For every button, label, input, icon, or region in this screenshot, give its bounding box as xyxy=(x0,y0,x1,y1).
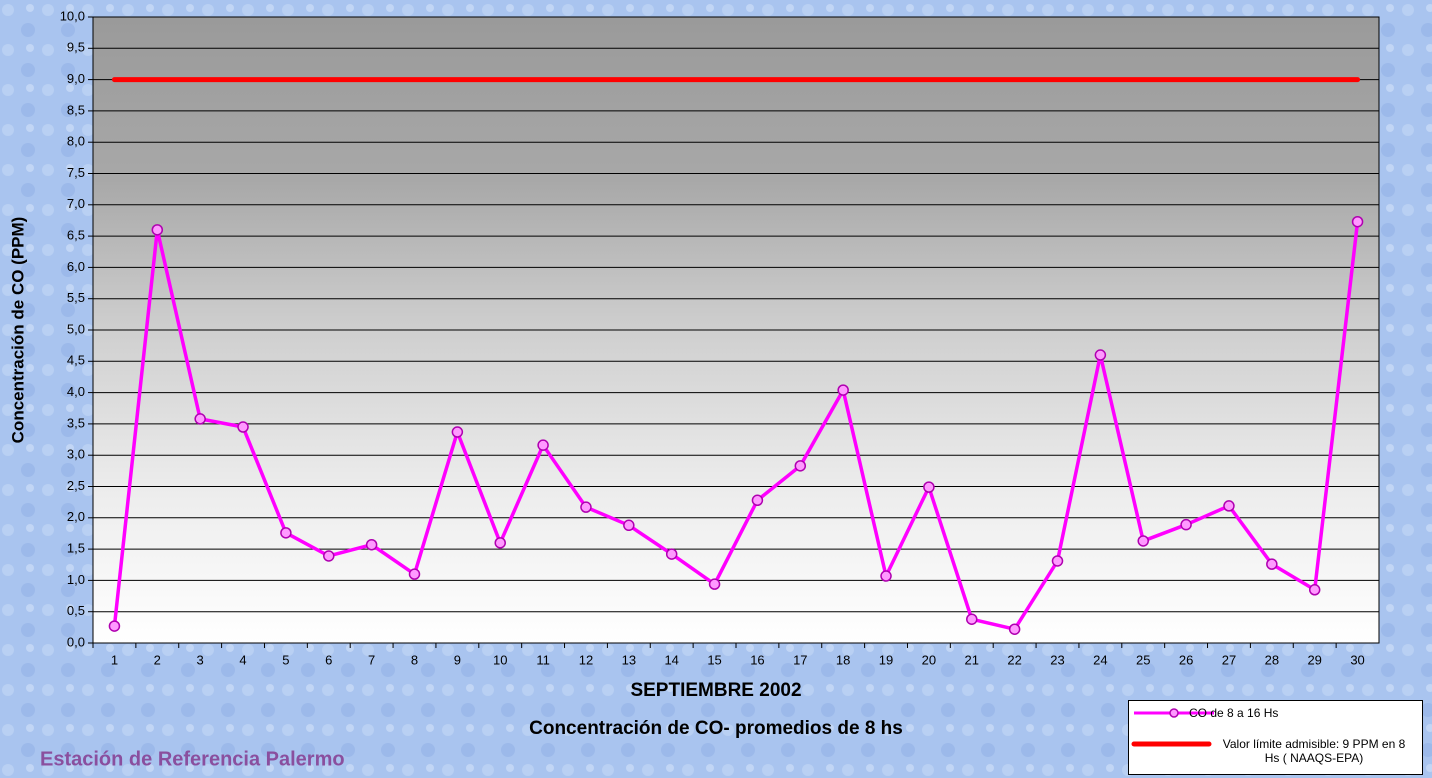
x-axis-label: SEPTIEMBRE 2002 xyxy=(630,680,801,701)
data-point xyxy=(237,421,249,433)
y-tick-label: 0,5 xyxy=(67,603,85,618)
x-tick-label: 28 xyxy=(1265,652,1279,667)
y-tick-label: 7,5 xyxy=(67,165,85,180)
data-point xyxy=(408,568,421,580)
x-tick-label: 9 xyxy=(454,652,461,667)
data-point xyxy=(1351,215,1364,228)
y-axis-label: Concentración de CO (PPM) xyxy=(8,217,27,444)
x-tick-label: 25 xyxy=(1136,652,1150,667)
data-point xyxy=(1308,584,1321,596)
data-point xyxy=(923,481,935,493)
legend-label: CO de 8 a 16 Hs xyxy=(1189,706,1279,720)
data-point xyxy=(280,527,292,539)
x-tick-label: 15 xyxy=(707,652,721,667)
data-point xyxy=(966,613,978,625)
x-tick-label: 13 xyxy=(622,652,636,667)
x-tick-label: 12 xyxy=(579,652,593,667)
x-tick-label: 14 xyxy=(664,652,678,667)
data-point xyxy=(751,494,764,507)
legend-swatch xyxy=(1131,741,1212,747)
x-tick-label: 22 xyxy=(1007,652,1021,667)
x-tick-label: 16 xyxy=(750,652,764,667)
x-tick-label: 11 xyxy=(536,652,550,667)
y-tick-label: 1,5 xyxy=(67,541,85,556)
data-point xyxy=(837,384,849,396)
x-tick-label: 26 xyxy=(1179,652,1193,667)
y-tick-label: 2,0 xyxy=(67,509,85,524)
data-point xyxy=(1223,500,1235,512)
x-tick-label: 27 xyxy=(1222,652,1236,667)
data-point xyxy=(708,578,721,590)
x-tick-label: 18 xyxy=(836,652,850,667)
x-tick-label: 20 xyxy=(922,652,936,667)
x-tick-label: 24 xyxy=(1093,652,1107,667)
legend-entry: Valor límite admisible: 9 PPM en 8 Hs ( … xyxy=(1129,737,1409,765)
data-point xyxy=(108,620,121,632)
x-tick-label: 3 xyxy=(197,652,204,667)
subtitle: Concentración de CO- promedios de 8 hs xyxy=(529,718,903,739)
x-tick-label: 19 xyxy=(879,652,893,667)
legend-label: Valor límite admisible: 9 PPM en 8 Hs ( … xyxy=(1222,737,1406,765)
y-tick-label: 5,5 xyxy=(67,290,85,305)
x-tick-label: 6 xyxy=(325,652,332,667)
y-tick-label: 8,0 xyxy=(67,134,85,149)
y-tick-label: 4,5 xyxy=(67,353,85,368)
footer: Estación de Referencia Palermo xyxy=(40,748,345,770)
y-tick-label: 9,5 xyxy=(67,40,85,55)
data-point xyxy=(451,426,464,438)
data-point xyxy=(1008,623,1021,635)
y-tick-label: 0,0 xyxy=(67,634,85,649)
data-point xyxy=(194,413,206,425)
data-point xyxy=(323,550,335,562)
data-point xyxy=(794,460,807,472)
x-tick-label: 2 xyxy=(154,652,161,667)
series-line xyxy=(112,221,1360,631)
y-tick-label: 5,0 xyxy=(67,321,85,336)
y-tick-label: 7,0 xyxy=(67,196,85,211)
y-tick-label: 2,5 xyxy=(67,478,85,493)
data-point xyxy=(1180,518,1192,531)
data-point xyxy=(537,439,549,451)
data-point xyxy=(665,548,678,560)
y-tick-label: 3,0 xyxy=(67,447,85,462)
x-tick-label: 5 xyxy=(282,652,289,667)
data-point xyxy=(1137,535,1149,547)
data-point xyxy=(151,224,164,236)
data-point xyxy=(365,538,378,551)
x-tick-label: 21 xyxy=(965,652,979,667)
y-tick-label: 8,5 xyxy=(67,102,85,117)
data-point xyxy=(623,519,635,532)
data-point xyxy=(494,537,506,549)
y-tick-label: 1,0 xyxy=(67,572,85,587)
y-tick-label: 6,5 xyxy=(67,228,85,243)
data-point xyxy=(580,501,592,513)
y-tick-label: 3,5 xyxy=(67,415,85,430)
x-tick-label: 10 xyxy=(493,652,507,667)
x-tick-label: 4 xyxy=(239,652,246,667)
data-point xyxy=(1094,349,1107,361)
y-tick-label: 6,0 xyxy=(67,259,85,274)
legend-swatch xyxy=(1134,708,1214,718)
y-tick-label: 4,0 xyxy=(67,384,85,399)
x-tick-label: 23 xyxy=(1050,652,1064,667)
data-point xyxy=(1051,555,1064,567)
x-tick-label: 1 xyxy=(111,652,118,667)
x-tick-label: 7 xyxy=(368,652,375,667)
x-tick-label: 17 xyxy=(793,652,807,667)
legend-entry: CO de 8 a 16 Hs xyxy=(1129,706,1278,720)
y-tick-label: 10,0 xyxy=(60,8,85,23)
x-tick-label: 30 xyxy=(1350,652,1364,667)
data-point xyxy=(880,570,892,582)
legend: CO de 8 a 16 Hs Valor límite admisible: … xyxy=(1128,700,1423,775)
x-tick-label: 29 xyxy=(1307,652,1321,667)
y-tick-label: 9,0 xyxy=(67,71,85,86)
x-tick-label: 8 xyxy=(411,652,418,667)
data-point xyxy=(1266,558,1278,570)
